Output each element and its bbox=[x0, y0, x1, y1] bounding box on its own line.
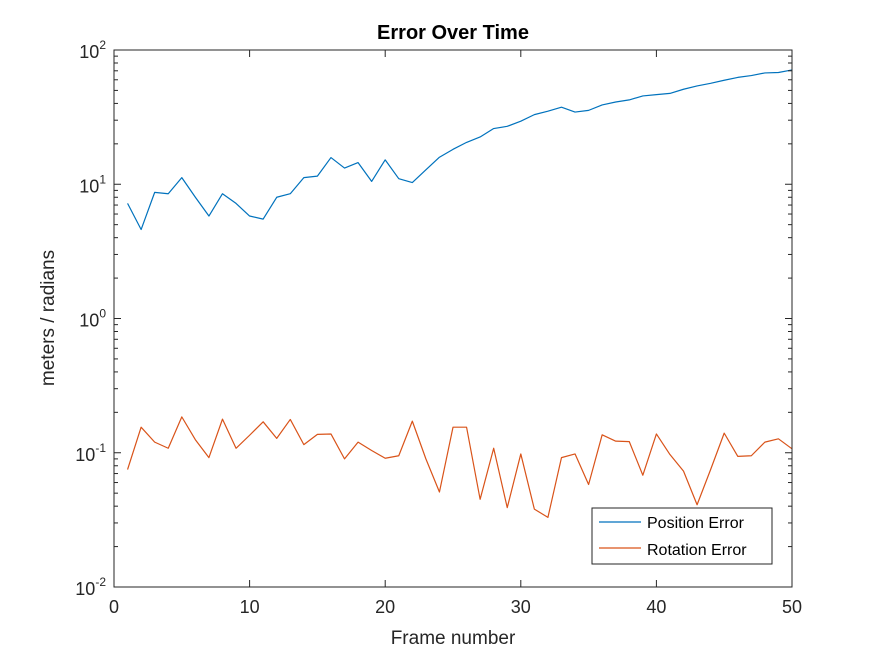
x-tick-label: 10 bbox=[240, 597, 260, 617]
tick-layer: 0 10 20 30 40 50 10-2 10-1 100 101 102 bbox=[75, 38, 802, 617]
series-line-position-error bbox=[127, 69, 793, 231]
x-tick-label: 30 bbox=[511, 597, 531, 617]
y-tick-label: 10-1 bbox=[75, 441, 106, 465]
series-line-rotation-error bbox=[126, 416, 793, 518]
plot-frame bbox=[113, 49, 793, 588]
y-tick-label: 100 bbox=[79, 307, 106, 331]
legend-box bbox=[591, 507, 773, 565]
plot-area bbox=[114, 50, 792, 587]
x-axis-label: Frame number bbox=[391, 628, 516, 649]
y-tick-label: 101 bbox=[79, 172, 106, 196]
x-tick-label: 0 bbox=[109, 597, 119, 617]
y-axis-label: meters / radians bbox=[38, 250, 59, 386]
chart-title: Error Over Time bbox=[377, 22, 529, 44]
y-tick-label: 102 bbox=[79, 38, 106, 62]
legend-label-rotation-error: Rotation Error bbox=[647, 542, 747, 559]
legend: Position Error Rotation Error bbox=[591, 507, 773, 565]
x-tick-label: 40 bbox=[646, 597, 666, 617]
legend-label-position-error: Position Error bbox=[647, 515, 745, 532]
x-tick-label: 50 bbox=[782, 597, 802, 617]
series-layer bbox=[126, 69, 793, 518]
y-tick-label: 10-2 bbox=[75, 575, 106, 599]
x-tick-label: 20 bbox=[375, 597, 395, 617]
